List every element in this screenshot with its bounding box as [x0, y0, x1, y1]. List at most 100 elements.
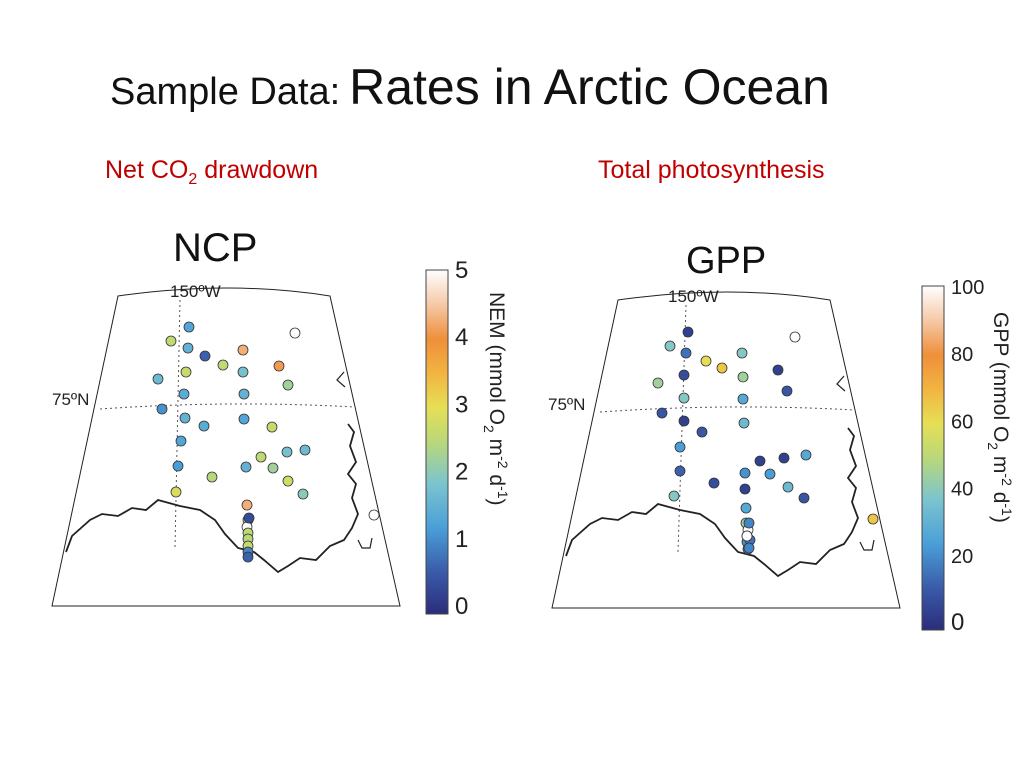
gpp-colorbar-label-sub: 2	[985, 442, 1001, 450]
gpp-meridian-gridline	[677, 304, 687, 553]
ncp-coastline-mark	[336, 371, 346, 388]
gpp-station-marker	[664, 340, 676, 352]
gpp-station-marker	[800, 449, 812, 461]
gpp-colorbar-label-mid: m	[989, 450, 1012, 473]
ncp-station-marker	[289, 327, 301, 339]
slide-title-main: Rates in Arctic Ocean	[349, 59, 830, 115]
gpp-station-marker	[782, 481, 794, 493]
ncp-station-marker	[182, 342, 194, 354]
ncp-station-marker	[199, 350, 211, 362]
gpp-station-marker	[741, 530, 753, 542]
gpp-station-marker	[682, 326, 694, 338]
gpp-map: 150ºW 75ºN	[548, 287, 901, 609]
gpp-station-marker	[754, 455, 766, 467]
gpp-colorbar-label-sup2: -1	[999, 503, 1015, 516]
ncp-station-marker	[178, 388, 190, 400]
ncp-station-marker	[242, 551, 254, 563]
gpp-station-marker	[737, 393, 749, 405]
ncp-colorbar-tick-label: 3	[455, 391, 468, 418]
gpp-station-marker	[668, 490, 680, 502]
gpp-station-marker	[656, 407, 668, 419]
ncp-station-marker	[238, 388, 250, 400]
gpp-station-marker	[674, 441, 686, 453]
gpp-station-marker	[743, 517, 755, 529]
gpp-map-frame	[551, 291, 901, 609]
ncp-colorbar-tick-label: 0	[455, 593, 468, 620]
ncp-map-frame	[51, 287, 401, 607]
gpp-station-marker	[678, 369, 690, 381]
ncp-station-marker	[273, 360, 285, 372]
gpp-map-title: GPP	[686, 240, 767, 282]
gpp-colorbar-tick-label: 60	[951, 411, 973, 433]
gpp-coastline-mark	[836, 375, 846, 392]
gpp-lon-label: 150ºW	[668, 287, 719, 306]
gpp-colorbar-tick-label: 20	[951, 546, 973, 568]
gpp-station-marker	[738, 417, 750, 429]
gpp-station-marker	[700, 355, 712, 367]
ncp-station-marker	[282, 475, 294, 487]
ncp-station-marker	[368, 509, 380, 521]
ncp-lon-label: 150ºW	[170, 282, 221, 301]
gpp-station-marker	[678, 415, 690, 427]
slide-title: Sample Data: Rates in Arctic Ocean	[110, 58, 830, 116]
gpp-coastline-east	[859, 539, 875, 551]
ncp-station-marker	[217, 359, 229, 371]
ncp-colorbar-ticks: 0 1 2 3 4 5	[455, 257, 468, 620]
ncp-station-marker	[240, 461, 252, 473]
ncp-coastline-east	[357, 537, 373, 549]
gpp-station-marker	[743, 542, 755, 554]
ncp-station-marker	[172, 460, 184, 472]
ncp-subtitle: Net CO2 drawdown	[105, 156, 318, 189]
gpp-station-marker	[778, 452, 790, 464]
ncp-station-marker	[237, 344, 249, 356]
ncp-colorbar-label-mid2: d	[485, 469, 508, 487]
ncp-station-marker	[237, 366, 249, 378]
gpp-colorbar-label: GPP (mmol O2 m-2 d-1)	[985, 312, 1015, 523]
ncp-subtitle-subscript: 2	[188, 171, 198, 188]
ncp-map-title: NCP	[173, 226, 258, 270]
gpp-station-marker	[789, 331, 801, 343]
gpp-colorbar-label-sup1: -2	[999, 473, 1015, 486]
ncp-colorbar-tick-label: 4	[455, 324, 468, 351]
ncp-meridian-gridline	[174, 299, 181, 549]
ncp-colorbar-tick-label: 1	[455, 526, 468, 553]
gpp-colorbar-scale	[921, 285, 945, 631]
ncp-station-marker	[175, 435, 187, 447]
gpp-station-marker	[740, 502, 752, 514]
ncp-colorbar-label-mid: m	[485, 433, 508, 456]
ncp-station-marker	[281, 446, 293, 458]
ncp-stations	[152, 321, 380, 563]
ncp-colorbar-label: NEM (mmol O2 m-2 d-1)	[481, 292, 511, 506]
ncp-station-marker	[170, 486, 182, 498]
gpp-colorbar: 0 20 40 60 80 100 GPP (mmol O2 m-2 d-1)	[921, 277, 1015, 636]
ncp-colorbar-tick-label: 5	[455, 257, 468, 284]
ncp-station-marker	[198, 420, 210, 432]
ncp-colorbar-label-sup2: -1	[495, 486, 511, 499]
gpp-coastline	[565, 427, 859, 578]
ncp-station-marker	[206, 471, 218, 483]
gpp-station-marker	[716, 362, 728, 374]
ncp-station-marker	[255, 451, 267, 463]
gpp-station-marker	[739, 483, 751, 495]
gpp-station-marker	[772, 364, 784, 376]
ncp-station-marker	[179, 412, 191, 424]
ncp-station-marker	[297, 488, 309, 500]
ncp-lat-label: 75ºN	[52, 390, 89, 409]
gpp-station-marker	[736, 347, 748, 359]
gpp-stations	[652, 326, 879, 555]
ncp-station-marker	[180, 366, 192, 378]
ncp-colorbar-label-end: )	[485, 499, 508, 506]
ncp-station-marker	[299, 444, 311, 456]
gpp-colorbar-tick-label: 80	[951, 344, 973, 366]
ncp-station-marker	[267, 462, 279, 474]
gpp-subtitle-text: Total photosynthesis	[598, 156, 825, 184]
gpp-colorbar-label-main: GPP (mmol O	[989, 312, 1012, 442]
gpp-station-marker	[652, 377, 664, 389]
gpp-station-marker	[867, 513, 879, 525]
gpp-station-marker	[764, 468, 776, 480]
gpp-station-marker	[708, 477, 720, 489]
ncp-station-marker	[282, 379, 294, 391]
ncp-parallel-gridline	[99, 403, 355, 410]
ncp-station-marker	[266, 421, 278, 433]
